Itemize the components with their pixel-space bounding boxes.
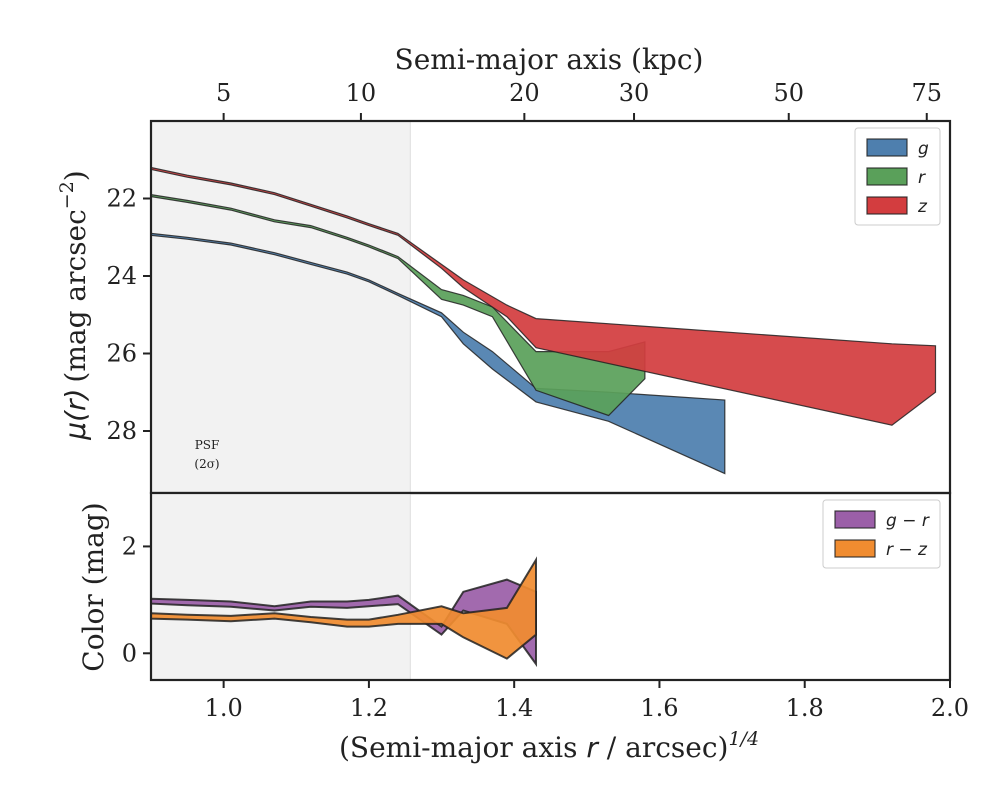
legend-label: r bbox=[918, 168, 926, 188]
y-tick-label: 0 bbox=[122, 639, 137, 667]
kpc-tick-label: 20 bbox=[509, 79, 540, 107]
legend-label: g − r bbox=[886, 511, 930, 531]
kpc-tick-label: 50 bbox=[773, 79, 804, 107]
kpc-tick-label: 30 bbox=[619, 79, 650, 107]
x-axis-unit: / arcsec) bbox=[598, 731, 729, 764]
psf-shaded-region-color bbox=[150, 492, 411, 681]
x-axis-text: (Semi-major axis bbox=[339, 731, 586, 764]
y-tick-label: 2 bbox=[122, 532, 137, 560]
legend-label: g bbox=[918, 139, 929, 159]
legend-swatch bbox=[834, 539, 876, 558]
y-tick-label: 26 bbox=[106, 340, 137, 368]
bottom-x-ticks: 1.0 1.2 1.4 1.6 1.8 2.0 bbox=[205, 680, 969, 722]
y-tick-label: 24 bbox=[106, 262, 137, 290]
legend-label: z bbox=[917, 197, 928, 217]
x-axis-exponent: 1/4 bbox=[728, 728, 759, 750]
y-axis-unit: (mag arcsec bbox=[59, 209, 92, 382]
legend-swatch bbox=[866, 167, 908, 186]
kpc-tick-label: 5 bbox=[216, 79, 231, 107]
psf-sigma-label: (2σ) bbox=[194, 457, 219, 471]
x-tick-label: 2.0 bbox=[931, 694, 969, 722]
band-g bbox=[150, 232, 726, 475]
y-axis-exponent: −2 bbox=[56, 181, 78, 209]
x-tick-label: 1.2 bbox=[350, 694, 388, 722]
y-axis-close: ) bbox=[59, 170, 92, 181]
top-y-axis-title: μ(r) (mag arcsec−2) bbox=[56, 170, 92, 441]
x-axis-variable: r bbox=[586, 731, 599, 764]
band-z bbox=[150, 166, 937, 426]
bottom-legend: g − r r − z bbox=[822, 499, 941, 569]
bottom-x-axis-title: (Semi-major axis r / arcsec)1/4 bbox=[339, 728, 759, 764]
legend-swatch bbox=[866, 196, 908, 215]
legend-swatch bbox=[834, 510, 876, 529]
kpc-tick-label: 75 bbox=[911, 79, 942, 107]
kpc-tick-label: 10 bbox=[346, 79, 377, 107]
y-axis-symbol: μ(r) bbox=[59, 389, 92, 441]
psf-label: PSF bbox=[195, 438, 220, 452]
legend-label: r − z bbox=[886, 540, 928, 560]
band-r bbox=[150, 193, 646, 417]
color-series bbox=[150, 556, 537, 668]
top-legend: grz bbox=[854, 127, 941, 226]
x-tick-label: 1.4 bbox=[495, 694, 533, 722]
legend-swatch bbox=[866, 138, 908, 157]
top-y-ticks: 22 24 26 28 bbox=[106, 185, 151, 445]
x-tick-label: 1.6 bbox=[640, 694, 678, 722]
y-tick-label: 22 bbox=[106, 185, 137, 213]
surface-brightness-series bbox=[150, 166, 937, 475]
band-gr bbox=[150, 578, 537, 668]
bottom-axes-frame bbox=[149, 491, 952, 682]
bottom-y-axis-title: Color (mag) bbox=[77, 502, 110, 671]
y-tick-label: 28 bbox=[106, 417, 137, 445]
x-tick-label: 1.8 bbox=[786, 694, 824, 722]
top-kpc-ticks: 5 10 20 30 50 75 bbox=[216, 79, 942, 121]
x-tick-label: 1.0 bbox=[205, 694, 243, 722]
band-rz bbox=[150, 556, 537, 660]
top-x-axis-title: Semi-major axis (kpc) bbox=[395, 43, 704, 76]
bottom-y-ticks: 02 bbox=[122, 532, 151, 667]
color-panel: 02 1.0 1.2 1.4 1.6 1.8 2.0 Color (mag) (Semi-… bbox=[77, 491, 969, 764]
surface-brightness-panel: 22 24 26 28 5 10 20 30 50 75 Semi-major axis (kp… bbox=[56, 43, 952, 495]
psf-shaded-region bbox=[150, 120, 411, 494]
